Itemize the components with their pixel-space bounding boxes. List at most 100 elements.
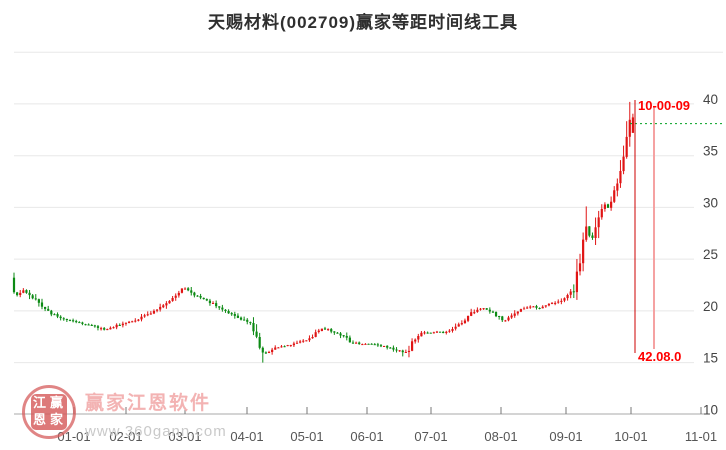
- candle-body: [19, 292, 22, 295]
- candle-body: [432, 332, 435, 334]
- candle-body: [526, 307, 529, 309]
- candle-body: [498, 316, 501, 317]
- page-title: 天赐材料(002709)赢家等距时间线工具: [207, 13, 519, 32]
- y-axis-label: 20: [703, 299, 718, 314]
- candle-body: [40, 302, 44, 307]
- candle-body: [572, 291, 575, 293]
- candle-body: [118, 325, 121, 326]
- x-axis-label: 04-01: [230, 429, 263, 444]
- candle-body: [78, 322, 81, 324]
- candle-body: [267, 352, 271, 353]
- candle-body: [286, 345, 289, 347]
- stamp-char: 家: [49, 412, 63, 427]
- candle-body: [124, 322, 128, 324]
- candle-body: [606, 204, 610, 208]
- candle-body: [34, 298, 37, 300]
- candle-body: [529, 306, 532, 308]
- candle-body: [426, 332, 429, 334]
- candle-body: [137, 319, 140, 321]
- candle-body: [109, 327, 112, 330]
- candle-body: [532, 306, 535, 308]
- candle-body: [420, 332, 423, 337]
- candle-body: [106, 329, 109, 331]
- candle-body: [578, 263, 582, 272]
- candle-body: [550, 302, 554, 304]
- candle-body: [320, 328, 323, 331]
- candle-body: [355, 342, 358, 344]
- candle-body: [323, 328, 327, 330]
- watermark-brand-text: 赢家江恩软件: [85, 393, 212, 414]
- candle-body: [628, 119, 631, 137]
- candle-body: [616, 183, 619, 191]
- candle-body: [96, 326, 100, 328]
- candle-body: [541, 306, 544, 309]
- candle-body: [131, 321, 134, 323]
- candle-body: [625, 136, 628, 157]
- candle-body: [221, 307, 224, 310]
- candle-body: [87, 324, 90, 326]
- candle-body: [155, 309, 159, 311]
- candle-body: [622, 156, 625, 172]
- stamp-char: 江: [32, 395, 46, 410]
- candle-body: [75, 321, 78, 323]
- candle-body: [215, 303, 218, 307]
- candle-body: [271, 349, 274, 352]
- candle-body: [379, 345, 383, 347]
- candle-body: [140, 316, 143, 320]
- candle-body: [522, 308, 526, 310]
- candle-body: [146, 314, 149, 316]
- candle-body: [494, 312, 498, 317]
- candle-body: [62, 318, 65, 320]
- candle-body: [99, 328, 103, 330]
- candle-body: [407, 350, 411, 352]
- x-axis-label: 10-01: [614, 429, 647, 444]
- y-axis-label: 25: [703, 247, 718, 262]
- candle-body: [25, 290, 28, 293]
- y-axis-label: 10: [703, 402, 718, 417]
- candle-body: [373, 344, 376, 346]
- candle-body: [457, 324, 460, 327]
- candle-body: [410, 341, 414, 351]
- candle-body: [264, 352, 268, 354]
- candle-body: [386, 345, 389, 348]
- candle-body: [236, 315, 240, 318]
- candle-body: [535, 306, 538, 308]
- candle-body: [476, 309, 479, 312]
- candle-body: [482, 308, 485, 310]
- candle-body: [143, 315, 146, 317]
- candle-body: [342, 335, 345, 337]
- candle-body: [252, 323, 255, 332]
- candle-body: [631, 117, 634, 133]
- candle-body: [479, 308, 482, 310]
- candle-body: [246, 319, 249, 322]
- candle-body: [183, 288, 187, 290]
- candle-body: [227, 311, 230, 314]
- candle-body: [351, 342, 355, 344]
- candle-body: [588, 226, 591, 236]
- candle-body: [174, 295, 177, 298]
- candle-body: [619, 171, 622, 184]
- candle-body: [202, 297, 205, 300]
- brand-stamp-icon: 江 赢 恩 家: [22, 385, 76, 439]
- candle-body: [50, 310, 53, 315]
- candle-body: [504, 320, 507, 322]
- candle-body: [460, 323, 463, 325]
- candle-body: [230, 313, 233, 315]
- candle-body: [168, 300, 171, 304]
- timeline-date-label: 10-00-09: [638, 98, 691, 113]
- candle-body: [28, 292, 31, 296]
- y-axis-label: 35: [703, 144, 718, 159]
- candle-body: [37, 299, 40, 303]
- stamp-char: 赢: [49, 395, 63, 410]
- candle-body: [180, 288, 184, 293]
- candle-body: [538, 308, 541, 309]
- candle-body: [90, 325, 93, 326]
- x-axis-label: 05-01: [290, 429, 323, 444]
- timeline-count-label: 42.08.0: [638, 349, 682, 364]
- stamp-char: 恩: [32, 412, 46, 427]
- watermark-url-text: www.360gann.com: [85, 423, 227, 440]
- x-axis-label: 06-01: [350, 429, 383, 444]
- x-axis-label: 11-01: [685, 429, 717, 444]
